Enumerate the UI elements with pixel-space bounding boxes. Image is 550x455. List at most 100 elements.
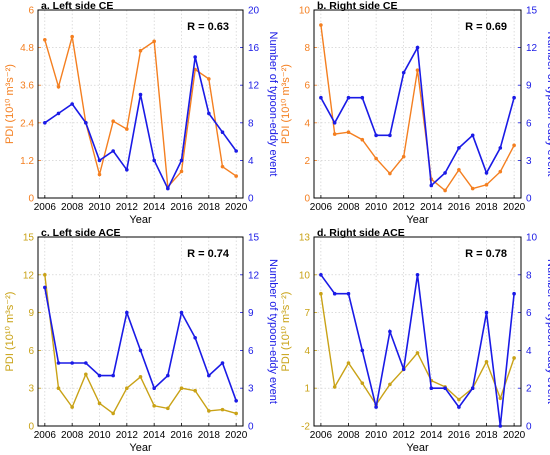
pdi-point (56, 386, 61, 391)
x-tick-label: 2018 (475, 430, 498, 441)
event-count-point (443, 386, 447, 391)
event-count-point (220, 130, 225, 134)
y-left-tick-label: 3 (28, 384, 34, 395)
event-count-line (320, 44, 515, 188)
panel-3: 2006 2008 2010 2012 2014 2016 2018 2020-2147101… (280, 227, 550, 454)
pdi-point (70, 34, 74, 39)
event-count-point (470, 133, 475, 138)
event-count-point (498, 146, 503, 150)
y-left-tick-label: 4 (304, 346, 310, 357)
x-axis-label: Year (406, 442, 429, 454)
pdi-point (388, 382, 392, 387)
panel-title: a. Left side CE (41, 0, 113, 12)
event-count-point (70, 361, 74, 365)
y-left-tick-label: 0 (28, 194, 34, 205)
event-count-point (97, 373, 102, 378)
pdi-point (84, 372, 88, 377)
y-left-tick-label: 6 (304, 81, 310, 92)
event-count-point (56, 111, 61, 116)
event-count-point (138, 348, 143, 353)
event-count-point (43, 285, 47, 290)
y-left-tick-label: 6 (28, 6, 34, 17)
y-left-tick-label: 10 (299, 6, 311, 17)
x-tick-label: 2010 (88, 430, 111, 441)
y-left-tick-label: 12 (23, 270, 35, 281)
y-right-axis-label: Number of typoon-eddy event (545, 259, 550, 404)
correlation-label: R = 0.69 (465, 21, 507, 33)
y-left-axis-label: PDI (10¹⁰ m³s⁻²) (4, 64, 16, 144)
x-axis-label: Year (129, 442, 152, 454)
event-count-point (138, 92, 143, 97)
y-left-tick-label: -2 (301, 422, 310, 433)
panel-title: b. Right side CE (317, 0, 398, 12)
x-tick-label: 2020 (503, 202, 526, 213)
event-count-point (234, 399, 238, 403)
x-tick-label: 2018 (475, 202, 498, 213)
event-count-point (193, 336, 197, 340)
y-left-tick-label: 1 (304, 384, 310, 395)
pdi-point (43, 273, 47, 277)
event-count-point (512, 95, 516, 100)
pdi-point (346, 130, 351, 134)
pdi-point (332, 385, 337, 389)
pdi-point (415, 351, 420, 355)
event-count-point (111, 149, 115, 153)
pdi-point (498, 169, 503, 174)
panel-2: 2006 2008 2010 2012 2014 2016 2018 202003691215… (4, 227, 279, 454)
event-count-point (360, 95, 365, 100)
event-count-point (401, 367, 406, 372)
pdi-point (332, 132, 337, 136)
x-tick-label: 2014 (143, 430, 166, 441)
x-tick-label: 2018 (198, 430, 221, 441)
y-right-tick-label: 0 (526, 194, 532, 205)
y-right-axis-label: Number of typoon-eddy event (267, 32, 279, 177)
y-right-tick-label: 12 (526, 43, 538, 54)
correlation-label: R = 0.74 (187, 248, 230, 260)
pdi-point (401, 154, 406, 159)
event-count-point (360, 348, 365, 353)
x-tick-label: 2012 (393, 430, 416, 441)
event-count-point (84, 361, 88, 365)
event-count-point (346, 95, 351, 100)
y-right-tick-label: 20 (248, 6, 260, 17)
pdi-point (220, 407, 225, 412)
x-tick-label: 2012 (116, 430, 139, 441)
pdi-point (498, 396, 503, 401)
y-left-axis-label: PDI (10¹⁰ m³s⁻²) (280, 64, 292, 144)
pdi-point (360, 137, 365, 142)
event-count-point (415, 273, 420, 277)
event-count-point (457, 405, 461, 409)
event-count-point (388, 329, 392, 334)
y-right-tick-label: 9 (248, 308, 254, 319)
event-count-point (457, 146, 461, 150)
pdi-point (111, 119, 115, 124)
x-tick-label: 2008 (337, 430, 360, 441)
y-left-tick-label: 15 (23, 233, 35, 244)
y-right-tick-label: 3 (248, 384, 254, 395)
y-right-tick-label: 4 (248, 156, 254, 167)
x-tick-label: 2006 (310, 202, 333, 213)
pdi-point (470, 186, 475, 191)
event-count-point (234, 149, 238, 153)
event-count-point (111, 373, 115, 378)
event-count-point (374, 133, 378, 138)
event-count-point (43, 121, 47, 125)
pdi-point (56, 84, 61, 89)
y-right-tick-label: 6 (248, 346, 254, 357)
y-left-axis-label: PDI (10¹⁰ m³s⁻²) (4, 292, 16, 372)
event-count-point (84, 121, 88, 125)
pdi-point (207, 409, 211, 413)
pdi-point (97, 172, 102, 177)
pdi-point (346, 361, 351, 365)
x-tick-label: 2008 (61, 202, 84, 213)
y-right-tick-label: 2 (526, 384, 532, 395)
plot-frame (313, 9, 522, 199)
pdi-point (179, 386, 184, 391)
event-count-point (152, 158, 156, 163)
y-left-tick-label: 4 (304, 118, 310, 129)
event-count-point (166, 373, 170, 378)
y-left-tick-label: 7 (304, 308, 310, 319)
event-count-point (220, 361, 225, 365)
x-tick-label: 2020 (225, 202, 248, 213)
y-left-tick-label: 6 (28, 346, 34, 357)
